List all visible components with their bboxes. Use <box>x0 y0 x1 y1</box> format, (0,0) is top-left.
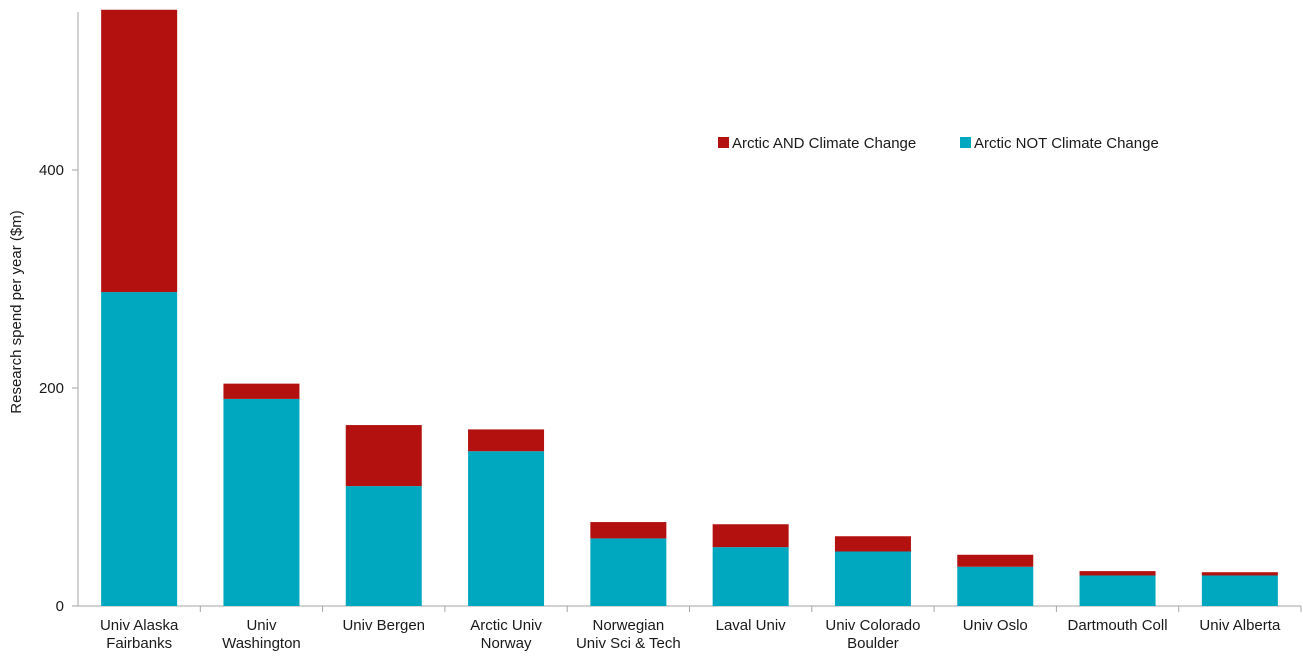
y-tick-label: 0 <box>56 598 64 615</box>
x-tick-label: Norwegian Univ Sci & Tech <box>576 617 681 652</box>
legend-swatch <box>718 137 729 148</box>
bar-arctic-not-climate-change <box>101 292 178 606</box>
bar-arctic-not-climate-change <box>1079 575 1156 606</box>
x-tick-label: Univ Washington <box>222 617 301 652</box>
bar-arctic-and-climate-change <box>223 383 300 399</box>
legend-label: Arctic NOT Climate Change <box>974 135 1159 152</box>
x-tick-label: Univ Alberta <box>1199 617 1281 634</box>
bar-arctic-and-climate-change <box>590 522 667 539</box>
legend-item: Arctic AND Climate Change <box>718 135 916 152</box>
bar-arctic-and-climate-change <box>1201 572 1278 576</box>
x-tick-label: Univ Alaska Fairbanks <box>100 617 179 652</box>
legend-swatch <box>960 137 971 148</box>
bars <box>101 9 1278 606</box>
bar-arctic-not-climate-change <box>1201 575 1278 606</box>
x-tick-label: Univ Colorado Boulder <box>825 617 920 652</box>
x-tick-label: Arctic Univ Norway <box>470 617 542 652</box>
bar-arctic-not-climate-change <box>712 547 789 606</box>
x-tick-label: Dartmouth Coll <box>1068 617 1168 634</box>
legend-label: Arctic AND Climate Change <box>732 135 916 152</box>
y-axis-label: Research spend per year ($m) <box>8 210 25 413</box>
y-tick-label: 200 <box>39 380 64 397</box>
x-tick-label: Univ Oslo <box>963 617 1028 634</box>
bar-arctic-not-climate-change <box>223 398 300 606</box>
x-axis: Univ Alaska Fairbanks Univ Washington Univ B… <box>78 605 1302 652</box>
bar-arctic-and-climate-change <box>345 425 422 487</box>
bar-arctic-not-climate-change <box>468 451 545 606</box>
x-tick-label: Laval Univ <box>716 617 787 634</box>
legend-item: Arctic NOT Climate Change <box>960 135 1159 152</box>
bar-arctic-and-climate-change <box>957 554 1034 567</box>
x-tick-label: Univ Bergen <box>342 617 425 634</box>
bar-arctic-not-climate-change <box>590 538 667 606</box>
bar-arctic-not-climate-change <box>345 486 422 606</box>
bar-arctic-not-climate-change <box>957 566 1034 606</box>
y-tick-label: 400 <box>39 162 64 179</box>
y-axis: 0 200 400 <box>39 12 79 615</box>
bar-arctic-and-climate-change <box>101 9 178 293</box>
bar-arctic-and-climate-change <box>712 524 789 548</box>
bar-arctic-and-climate-change <box>1079 571 1156 576</box>
bar-arctic-not-climate-change <box>834 551 911 606</box>
legend: Arctic AND Climate Change Arctic NOT Clim… <box>718 135 1159 152</box>
bar-arctic-and-climate-change <box>834 536 911 552</box>
bar-arctic-and-climate-change <box>468 429 545 452</box>
